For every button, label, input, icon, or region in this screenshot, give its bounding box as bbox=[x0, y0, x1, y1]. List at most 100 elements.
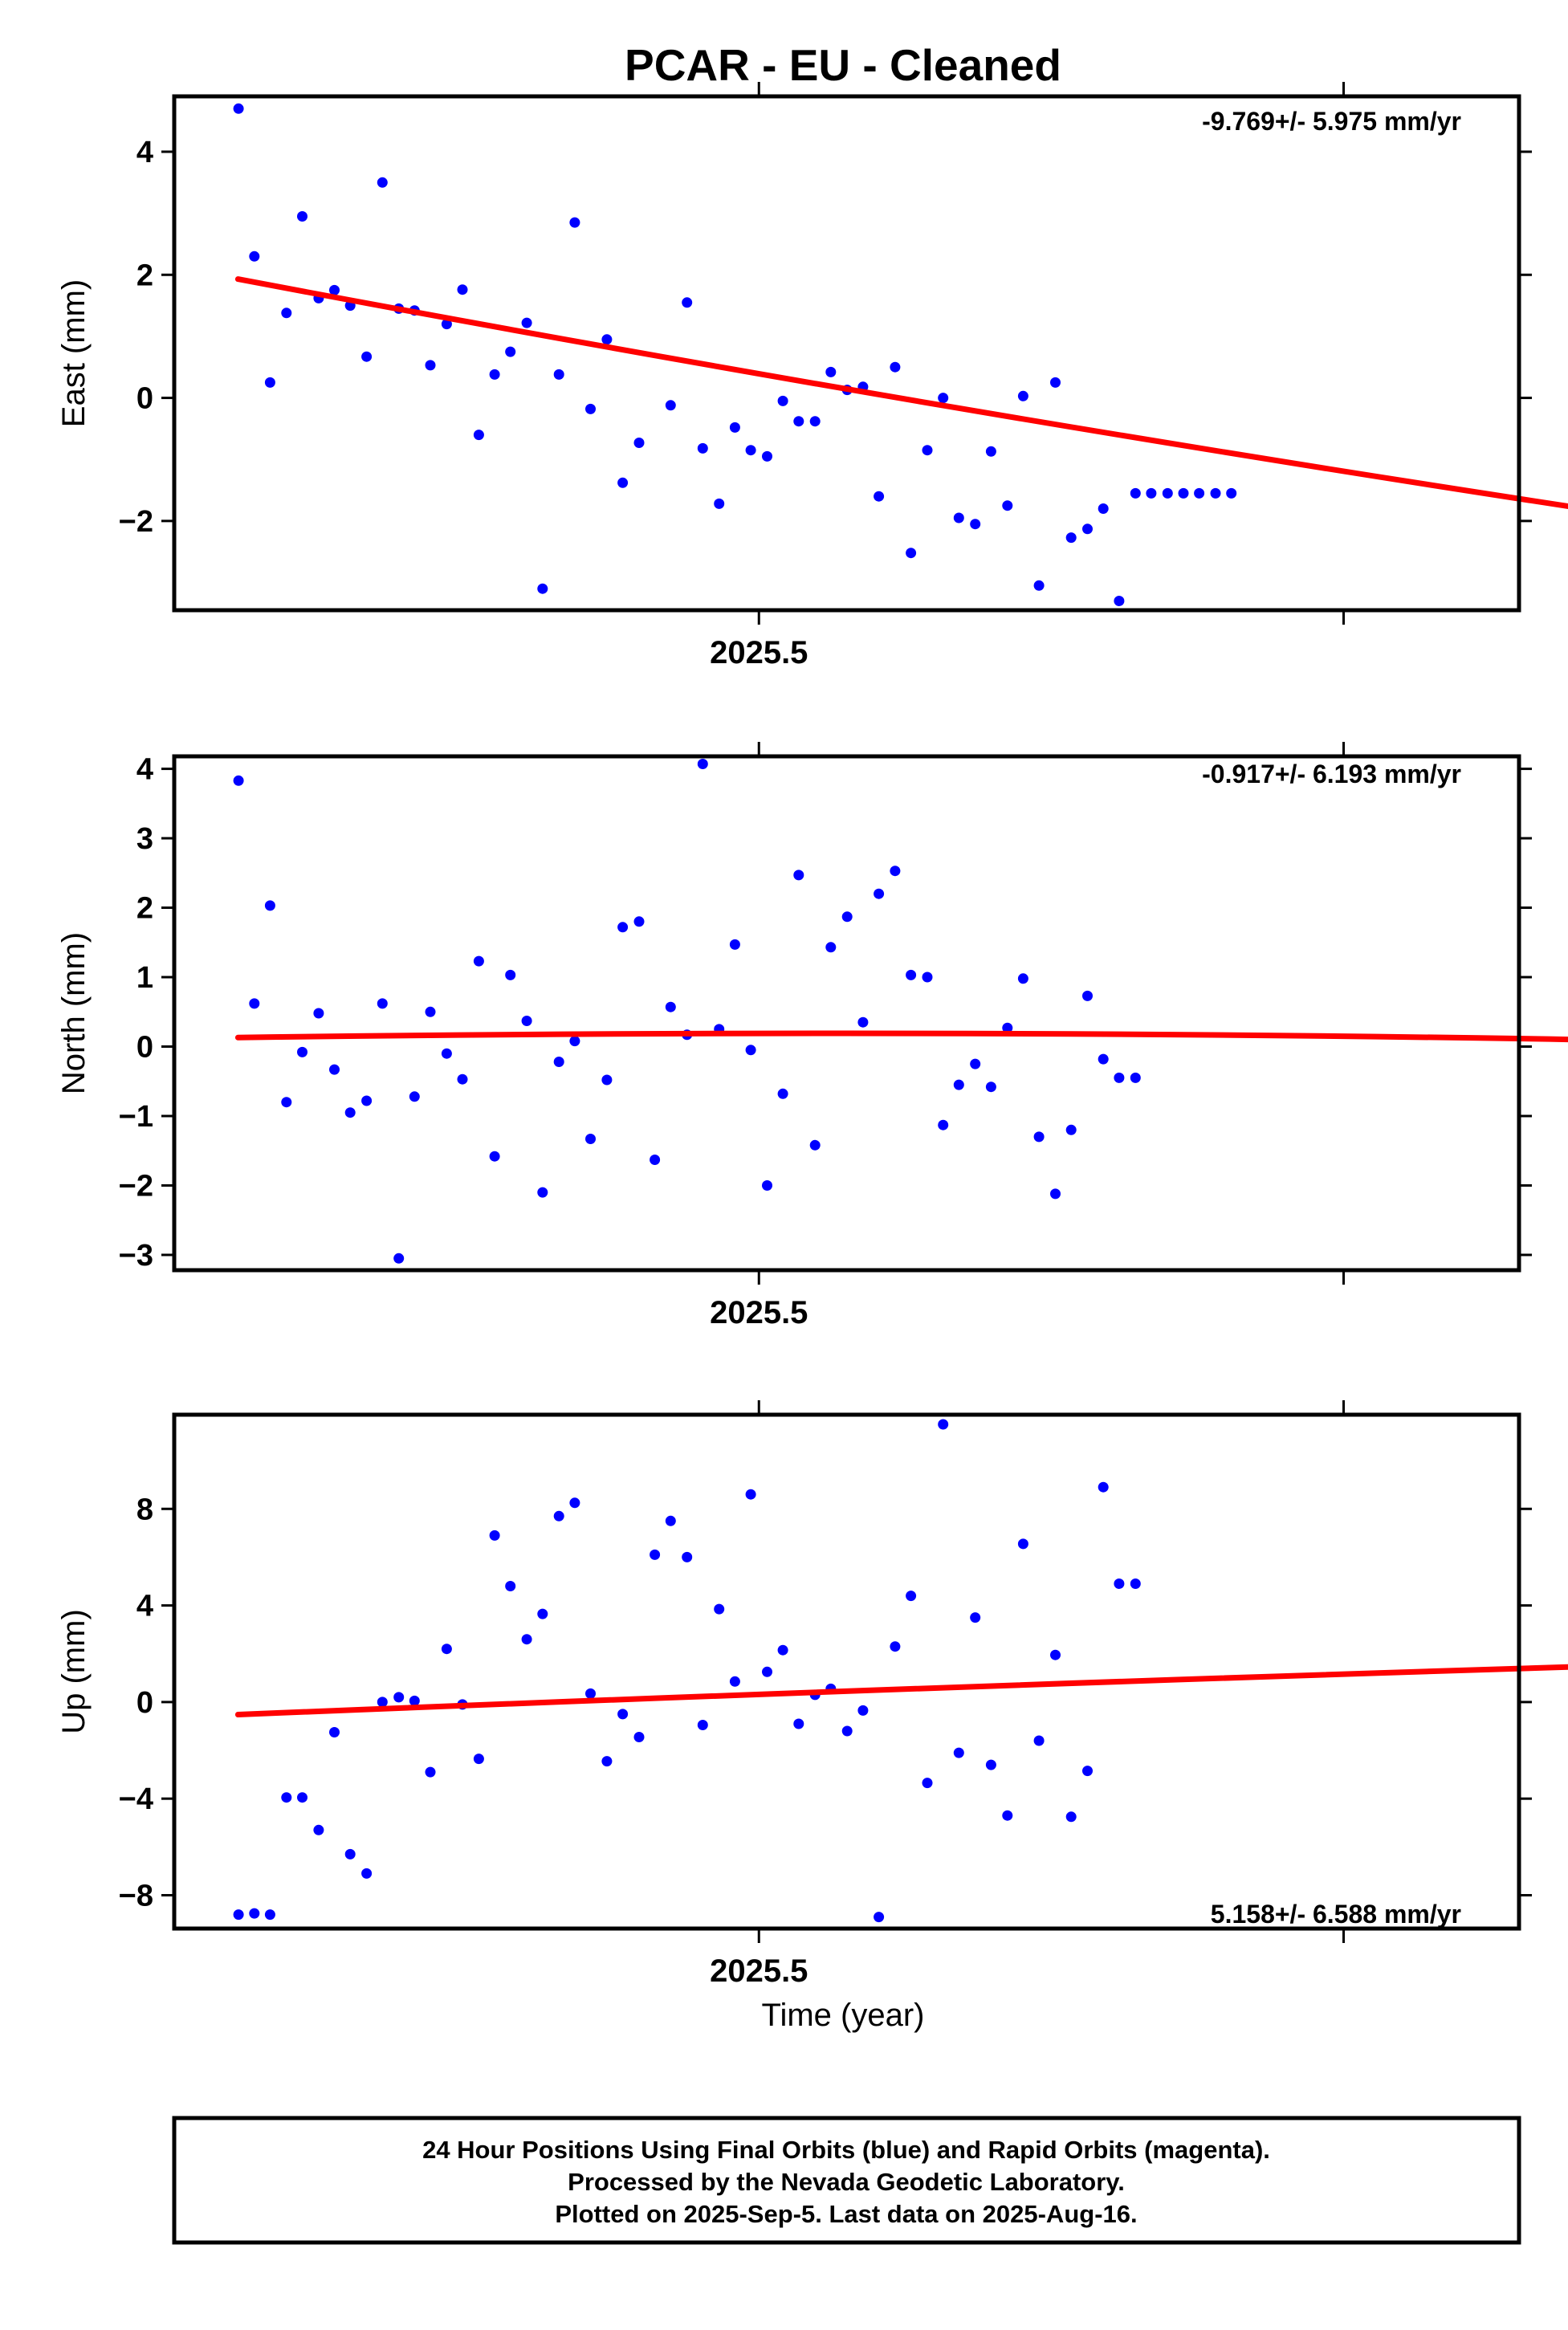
east-point bbox=[777, 395, 788, 406]
north-point bbox=[1065, 1124, 1077, 1135]
up-point bbox=[393, 1692, 405, 1703]
north-point bbox=[617, 922, 629, 933]
up-point bbox=[361, 1868, 373, 1879]
north-point bbox=[1050, 1188, 1061, 1200]
east-point bbox=[505, 346, 516, 357]
east-point bbox=[665, 400, 676, 411]
north-point bbox=[1098, 1053, 1109, 1065]
east-point bbox=[825, 366, 837, 377]
up-point bbox=[1050, 1649, 1061, 1660]
up-point bbox=[489, 1530, 500, 1541]
east-point bbox=[377, 177, 388, 188]
east-point bbox=[1065, 532, 1077, 544]
up-point bbox=[938, 1419, 949, 1430]
east-y-tick-label: 0 bbox=[136, 382, 153, 416]
east-plot-frame bbox=[172, 94, 1521, 613]
east-y-tick-label: 2 bbox=[136, 259, 153, 292]
north-point bbox=[313, 1008, 324, 1019]
up-x-tick: 2025.5 bbox=[710, 1400, 1346, 1989]
north-y-tick-label: −1 bbox=[119, 1100, 153, 1134]
up-point bbox=[745, 1489, 756, 1500]
north-point bbox=[489, 1151, 500, 1162]
north-point bbox=[1082, 990, 1093, 1001]
up-point bbox=[601, 1756, 613, 1767]
up-x-tick-label: 2025.5 bbox=[710, 1953, 808, 1989]
north-y-tick-label: 3 bbox=[136, 822, 153, 856]
east-point bbox=[1082, 523, 1093, 535]
up-point bbox=[409, 1695, 420, 1706]
north-point bbox=[585, 1134, 596, 1144]
north-x-tick: 2025.5 bbox=[710, 742, 1346, 1330]
up-point bbox=[264, 1909, 275, 1921]
north-point bbox=[377, 998, 388, 1009]
east-point bbox=[793, 416, 804, 427]
north-point bbox=[1002, 1022, 1013, 1033]
north-point bbox=[329, 1064, 340, 1075]
north-point bbox=[409, 1091, 420, 1102]
up-point bbox=[922, 1778, 933, 1789]
north-panel: −3 −2 −1 0 1 2 3 4 2025.5 -0.917+/- 6.193 mm/yr… bbox=[56, 742, 1568, 1330]
footer-frame bbox=[172, 2116, 1521, 2245]
up-y-tick-label: 8 bbox=[136, 1493, 153, 1526]
east-point bbox=[1146, 487, 1157, 499]
footer-line-2: Processed by the Nevada Geodetic Laborat… bbox=[568, 2168, 1125, 2196]
east-point bbox=[537, 583, 548, 594]
north-point bbox=[297, 1046, 307, 1057]
north-y-tick-label: 1 bbox=[136, 961, 153, 995]
north-point bbox=[1033, 1131, 1045, 1143]
up-point bbox=[1098, 1481, 1109, 1493]
east-point bbox=[601, 334, 613, 345]
up-point bbox=[249, 1908, 260, 1919]
up-point bbox=[377, 1697, 388, 1708]
east-point bbox=[441, 319, 452, 330]
up-point bbox=[233, 1909, 244, 1921]
up-points bbox=[233, 1419, 1141, 1923]
east-point bbox=[361, 351, 373, 362]
up-point bbox=[1130, 1578, 1141, 1589]
up-point bbox=[953, 1747, 964, 1758]
north-point bbox=[233, 775, 244, 786]
east-point bbox=[633, 438, 645, 448]
east-y-axis-label: East (mm) bbox=[56, 279, 92, 427]
north-point bbox=[729, 939, 740, 950]
north-point bbox=[857, 1016, 869, 1028]
east-point bbox=[425, 360, 436, 371]
east-point bbox=[922, 445, 933, 456]
north-point bbox=[745, 1045, 756, 1056]
up-point bbox=[473, 1754, 484, 1765]
north-point bbox=[777, 1088, 788, 1099]
up-point bbox=[617, 1709, 629, 1720]
north-point bbox=[457, 1073, 468, 1085]
up-point bbox=[521, 1634, 532, 1645]
east-point bbox=[473, 430, 484, 441]
north-point bbox=[601, 1074, 613, 1086]
up-point bbox=[906, 1591, 917, 1602]
up-point bbox=[329, 1727, 340, 1737]
up-point bbox=[890, 1641, 901, 1652]
east-point bbox=[985, 446, 996, 457]
east-point bbox=[1033, 580, 1045, 591]
up-point bbox=[857, 1705, 869, 1716]
up-panel: −8 −4 0 4 8 2025.5 5.158+/- 6.588 mm/yr Up (… bbox=[56, 1400, 1568, 1989]
east-y-tick-label: −2 bbox=[119, 505, 153, 539]
up-point bbox=[793, 1718, 804, 1729]
up-point bbox=[985, 1759, 996, 1770]
north-point bbox=[281, 1097, 292, 1108]
north-x-tick-label: 2025.5 bbox=[710, 1295, 808, 1330]
north-point bbox=[361, 1095, 373, 1106]
east-point bbox=[682, 297, 693, 308]
up-y-tick-label: −8 bbox=[119, 1879, 153, 1912]
up-y-tick-label: 0 bbox=[136, 1686, 153, 1720]
east-point bbox=[1226, 487, 1237, 499]
east-x-tick-label: 2025.5 bbox=[710, 635, 808, 670]
footer-line-3: Plotted on 2025-Sep-5. Last data on 2025… bbox=[555, 2200, 1137, 2228]
east-y-ticks: −2 0 2 4 bbox=[119, 136, 1532, 539]
north-point bbox=[441, 1048, 452, 1059]
north-y-ticks: −3 −2 −1 0 1 2 3 4 bbox=[119, 753, 1532, 1273]
north-point bbox=[874, 888, 885, 899]
east-point bbox=[809, 416, 821, 427]
north-point bbox=[906, 969, 917, 980]
east-point bbox=[1130, 487, 1141, 499]
north-point bbox=[633, 916, 645, 927]
north-point bbox=[665, 1001, 676, 1012]
